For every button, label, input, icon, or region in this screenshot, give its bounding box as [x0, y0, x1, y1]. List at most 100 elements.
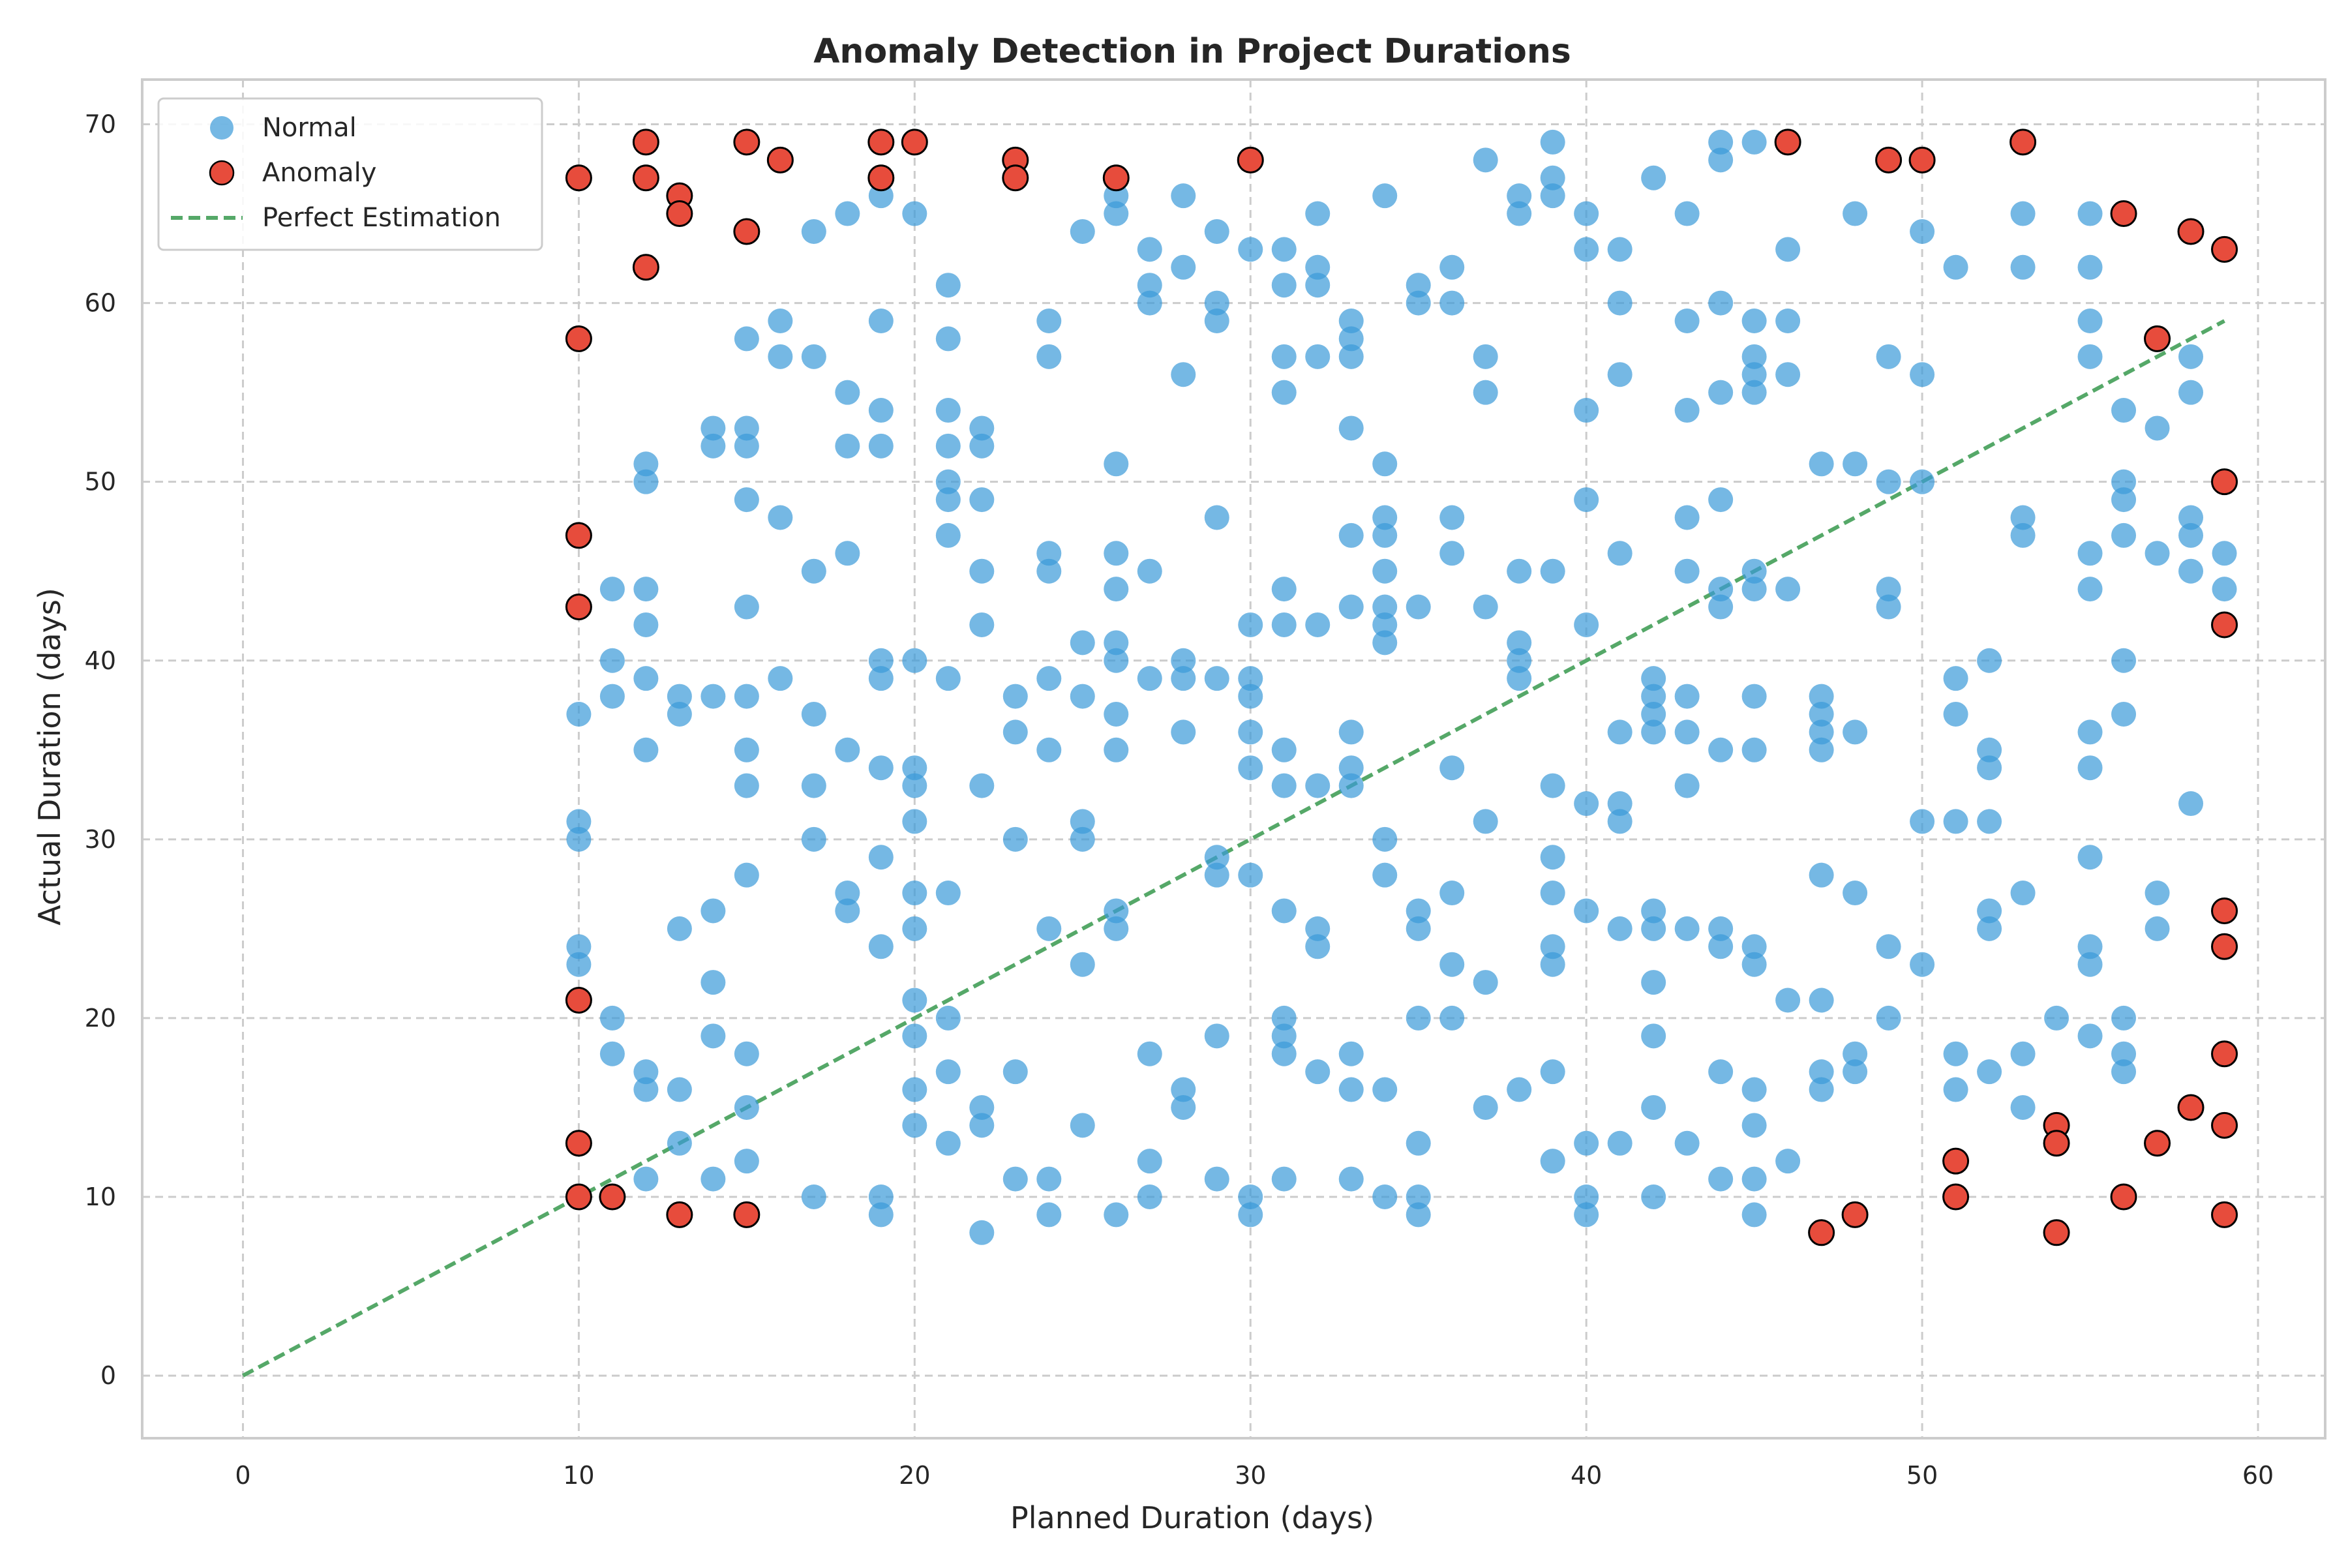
normal-point: [1070, 630, 1095, 656]
normal-point: [1540, 129, 1565, 155]
normal-point: [2077, 934, 2103, 959]
normal-point: [1439, 881, 1465, 906]
normal-point: [1171, 254, 1196, 280]
normal-point: [835, 433, 860, 459]
legend: Normal Anomaly Perfect Estimation: [157, 97, 543, 251]
normal-point: [1809, 684, 1834, 709]
normal-point: [1943, 809, 1968, 834]
normal-point: [1507, 648, 1532, 673]
normal-point: [902, 916, 927, 941]
normal-point: [1372, 630, 1398, 656]
normal-point: [667, 1130, 692, 1156]
normal-point: [935, 881, 961, 906]
normal-point: [700, 1023, 726, 1049]
normal-point: [1910, 809, 1935, 834]
normal-point: [1406, 273, 1431, 298]
normal-point: [566, 701, 592, 727]
normal-point: [1876, 344, 1901, 369]
normal-point: [1741, 1166, 1767, 1192]
normal-point: [1372, 862, 1398, 888]
normal-point: [1473, 380, 1498, 405]
normal-point: [868, 1202, 894, 1228]
y-tick-label: 10: [85, 1183, 116, 1211]
normal-point: [633, 1059, 659, 1085]
normal-point: [2077, 254, 2103, 280]
y-tick-label: 0: [100, 1361, 116, 1390]
normal-point: [1943, 666, 1968, 691]
normal-point: [2010, 881, 2036, 906]
normal-point: [1641, 684, 1666, 709]
plot-frame: [141, 78, 2326, 1440]
normal-point: [935, 1059, 961, 1085]
normal-point: [969, 415, 995, 441]
normal-point: [1305, 254, 1331, 280]
normal-point: [1439, 1005, 1465, 1031]
normal-point: [1574, 487, 1599, 513]
normal-point: [1641, 970, 1666, 995]
normal-point: [2111, 701, 2137, 727]
normal-point: [1607, 719, 1633, 745]
normal-point: [2145, 541, 2170, 566]
normal-point: [2111, 398, 2137, 423]
normal-point: [1607, 791, 1633, 817]
normal-point: [1607, 916, 1633, 941]
normal-point: [1204, 1166, 1229, 1192]
normal-point: [1843, 719, 1868, 745]
normal-point: [1036, 344, 1062, 369]
normal-point: [1137, 666, 1162, 691]
normal-point: [1204, 1023, 1229, 1049]
normal-point: [1775, 362, 1801, 387]
normal-point: [1674, 916, 1700, 941]
normal-point: [1372, 505, 1398, 530]
normal-point: [1305, 1059, 1331, 1085]
normal-point: [1674, 558, 1700, 584]
normal-point: [868, 309, 894, 334]
normal-point: [1607, 237, 1633, 262]
normal-point: [902, 1077, 927, 1102]
anomaly-point: [867, 128, 895, 156]
normal-point: [700, 898, 726, 924]
normal-point: [1406, 1130, 1431, 1156]
anomaly-point: [733, 128, 760, 156]
normal-point: [835, 541, 860, 566]
normal-point: [1305, 344, 1331, 369]
normal-point: [1036, 309, 1062, 334]
normal-point: [1271, 380, 1297, 405]
normal-point: [1809, 1059, 1834, 1085]
normal-point: [1641, 701, 1666, 727]
anomaly-point: [2144, 1130, 2171, 1157]
anomaly-point: [2110, 1183, 2137, 1211]
anomaly-point: [1102, 164, 1130, 192]
normal-point: [1204, 505, 1229, 530]
anomaly-point: [632, 254, 659, 281]
normal-point: [768, 344, 793, 369]
anomaly-point: [565, 164, 592, 192]
normal-point: [2077, 1023, 2103, 1049]
normal-point: [1674, 684, 1700, 709]
normal-point: [868, 648, 894, 673]
normal-point: [868, 755, 894, 781]
anomaly-point: [2211, 1111, 2238, 1139]
normal-point: [1036, 737, 1062, 762]
normal-point: [1137, 1184, 1162, 1209]
normal-point: [633, 612, 659, 637]
normal-point: [1271, 237, 1297, 262]
normal-point: [1002, 826, 1028, 852]
normal-point: [1809, 451, 1834, 477]
normal-point: [1641, 165, 1666, 190]
x-tick-label: 30: [1235, 1461, 1266, 1490]
anomaly-point: [2211, 1040, 2238, 1068]
normal-point: [1238, 237, 1263, 262]
normal-point: [1708, 487, 1734, 513]
x-tick-label: 60: [2242, 1461, 2274, 1490]
normal-point: [1137, 237, 1162, 262]
normal-point: [2111, 522, 2137, 548]
normal-point: [902, 201, 927, 226]
normal-point: [902, 1023, 927, 1049]
anomaly-series: [565, 128, 2238, 1246]
normal-point: [1910, 469, 1935, 494]
normal-point: [566, 826, 592, 852]
normal-point: [1741, 362, 1767, 387]
x-tick-label: 40: [1571, 1461, 1602, 1490]
normal-point: [1171, 719, 1196, 745]
